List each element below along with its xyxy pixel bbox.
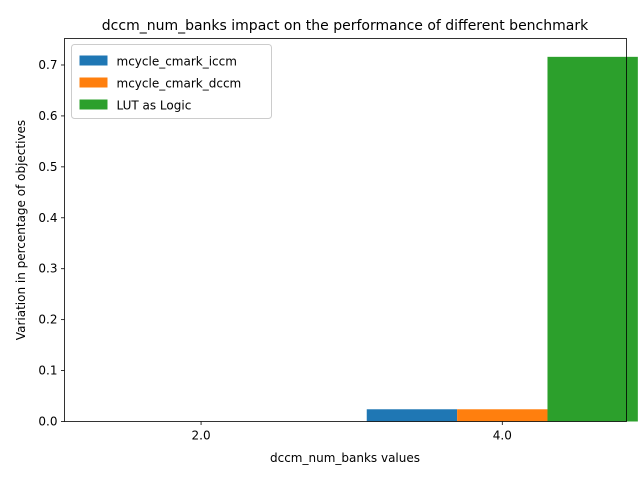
bar-LUT as Logic-4.0 <box>547 56 638 422</box>
y-axis: 0.0 0.1 0.2 0.3 0.4 0.5 0.6 0.7 <box>38 58 65 429</box>
legend-swatch <box>79 77 108 88</box>
legend-label: mcycle_cmark_dccm <box>117 77 242 91</box>
y-tick-label: 0.4 <box>38 211 57 225</box>
y-tick-label: 0.2 <box>38 313 57 327</box>
legend-swatch <box>79 99 108 110</box>
y-tick-label: 0.0 <box>38 415 57 429</box>
bars-group <box>366 56 638 422</box>
y-tick-label: 0.7 <box>38 58 57 72</box>
y-tick-label: 0.5 <box>38 160 57 174</box>
y-axis-label: Variation in percentage of objectives <box>14 120 28 340</box>
chart-title: dccm_num_banks impact on the performance… <box>102 18 589 34</box>
plot-frame <box>64 38 627 422</box>
bar-mcycle_cmark_dccm-4.0 <box>457 409 548 422</box>
x-axis: 2.0 4.0 <box>192 421 512 443</box>
bar-mcycle_cmark_iccm-4.0 <box>366 409 458 422</box>
legend: mcycle_cmark_iccm mcycle_cmark_dccm LUT as… <box>71 44 272 119</box>
y-tick-label: 0.3 <box>38 262 57 276</box>
x-tick-label: 4.0 <box>493 429 512 443</box>
legend-label: LUT as Logic <box>117 99 192 113</box>
y-tick-label: 0.6 <box>38 109 57 123</box>
legend-frame <box>71 44 272 119</box>
x-tick-label: 2.0 <box>192 429 211 443</box>
x-axis-label: dccm_num_banks values <box>270 451 420 465</box>
y-tick-label: 0.1 <box>38 364 57 378</box>
legend-label: mcycle_cmark_iccm <box>117 55 237 69</box>
legend-swatch <box>79 55 108 66</box>
